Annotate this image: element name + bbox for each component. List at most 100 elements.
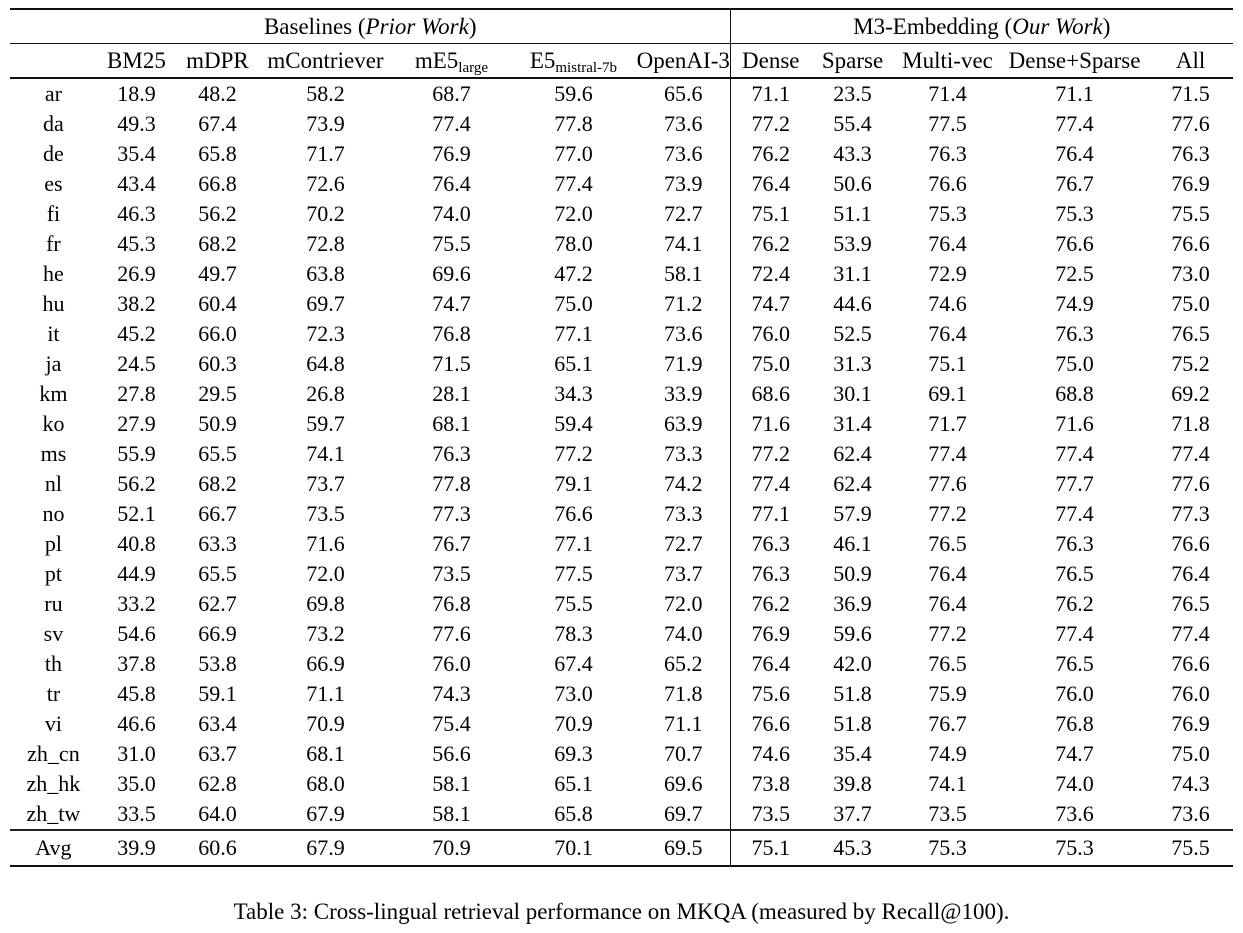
value-cell: 75.0	[751, 351, 791, 376]
value-cell: 76.2	[751, 141, 791, 166]
value-cell: 60.4	[198, 291, 237, 316]
value-cell: 56.6	[432, 741, 471, 766]
table-row: de 35.4 65.8 71.7 76.9 77.0 73.6 76.2 43.3 76.3 76…	[10, 139, 1232, 169]
value-cell: 23.5	[833, 81, 872, 106]
value-cell: 66.0	[198, 321, 237, 346]
lang-cell: hu	[42, 291, 65, 316]
value-cell: 76.4	[928, 591, 967, 616]
value-cell: 63.4	[198, 711, 237, 736]
value-cell: 74.9	[1055, 291, 1094, 316]
table-row: hu 38.2 60.4 69.7 74.7 75.0 71.2 74.7 44.6 74.6 74…	[10, 289, 1232, 319]
value-cell: 69.7	[636, 799, 732, 830]
value-cell: 68.2	[198, 231, 237, 256]
value-cell: 77.4	[928, 441, 967, 466]
column-header-e5: E5mistral-7b	[510, 43, 637, 79]
value-cell: 77.4	[1055, 621, 1094, 646]
value-cell: 51.8	[833, 681, 872, 706]
value-cell: 72.3	[306, 321, 345, 346]
value-cell: 77.4	[1055, 441, 1094, 466]
value-cell: 77.6	[928, 471, 967, 496]
value-cell: 60.3	[198, 351, 237, 376]
lang-cell: th	[44, 651, 62, 676]
table-row: pl 40.8 63.3 71.6 76.7 77.1 72.7 76.3 46.1 76.5 76…	[10, 529, 1232, 559]
value-cell: 66.9	[306, 651, 345, 676]
value-cell: 26.9	[117, 261, 156, 286]
value-cell: 72.4	[751, 261, 791, 286]
column-header-bm25: BM25	[96, 43, 177, 79]
value-cell: 76.5	[928, 531, 967, 556]
value-cell: 65.5	[198, 561, 237, 586]
value-cell: 68.0	[306, 771, 345, 796]
value-cell: 77.4	[432, 111, 471, 136]
value-cell: 71.4	[928, 81, 967, 106]
value-cell: 58.2	[306, 81, 345, 106]
value-cell: 77.2	[751, 441, 791, 466]
value-cell: 76.4	[432, 171, 471, 196]
value-cell: 76.5	[1055, 561, 1094, 586]
value-cell: 72.0	[554, 201, 593, 226]
column-header-dense: Dense	[730, 43, 811, 79]
value-cell: 73.5	[928, 801, 967, 826]
value-cell: 76.8	[432, 321, 471, 346]
baselines-label-prefix: Baselines (	[263, 13, 366, 39]
column-header-all: All	[1148, 43, 1233, 79]
value-cell: 77.4	[1055, 501, 1094, 526]
value-cell: 76.3	[1055, 531, 1094, 556]
value-cell: 78.0	[554, 231, 593, 256]
value-cell: 65.2	[636, 649, 732, 679]
value-cell: 66.7	[198, 501, 237, 526]
value-cell: 65.6	[636, 78, 732, 109]
table-row: sv 54.6 66.9 73.2 77.6 78.3 74.0 76.9 59.6 77.2 77…	[10, 619, 1232, 649]
table-row: ru 33.2 62.7 69.8 76.8 75.5 72.0 76.2 36.9 76.4 76…	[10, 589, 1232, 619]
value-cell: 71.6	[306, 531, 345, 556]
value-cell: 72.9	[928, 261, 967, 286]
value-cell: 58.1	[636, 259, 732, 289]
value-cell: 62.8	[198, 771, 237, 796]
value-cell: 37.8	[117, 651, 156, 676]
value-cell: 76.8	[432, 591, 471, 616]
value-cell: 77.1	[751, 501, 791, 526]
lang-cell: da	[43, 111, 64, 136]
value-cell: 45.3	[117, 231, 156, 256]
value-cell: 74.0	[1055, 771, 1094, 796]
value-cell: 77.8	[432, 471, 471, 496]
value-cell: 75.0	[1171, 741, 1210, 766]
table-caption: Table 3: Cross-lingual retrieval perform…	[233, 899, 1010, 924]
column-header-sparse: Sparse	[810, 43, 895, 79]
value-cell: 76.7	[432, 531, 471, 556]
value-cell: 73.6	[1171, 801, 1210, 826]
value-cell: 35.4	[833, 741, 872, 766]
value-cell: 76.4	[751, 651, 791, 676]
baselines-label-suffix: )	[468, 13, 477, 39]
value-cell: 75.5	[432, 231, 471, 256]
lang-cell: Avg	[10, 829, 97, 867]
lang-cell: es	[44, 171, 63, 196]
table-row: km 27.8 29.5 26.8 28.1 34.3 33.9 68.6 30.1 69.1 68…	[10, 379, 1232, 409]
column-header-dense-sparse: Dense+Sparse	[1000, 43, 1149, 79]
value-cell: 74.9	[928, 741, 967, 766]
value-cell: 45.2	[117, 321, 156, 346]
lang-cell: ja	[45, 351, 62, 376]
value-cell: 36.9	[833, 591, 872, 616]
value-cell: 69.5	[636, 829, 732, 867]
value-cell: 77.4	[554, 171, 593, 196]
value-cell: 71.6	[751, 411, 791, 436]
table-row: ko 27.9 50.9 59.7 68.1 59.4 63.9 71.6 31.4 71.7 71…	[10, 409, 1232, 439]
value-cell: 73.7	[306, 471, 345, 496]
value-cell: 59.6	[833, 621, 872, 646]
value-cell: 64.0	[198, 801, 237, 826]
table-row: th 37.8 53.8 66.9 76.0 67.4 65.2 76.4 42.0 76.5 76…	[10, 649, 1232, 679]
value-cell: 77.0	[554, 141, 593, 166]
table-row: ar 18.9 48.2 58.2 68.7 59.6 65.6 71.1 23.5 71.4 71…	[10, 78, 1232, 109]
value-cell: 26.8	[306, 381, 345, 406]
lang-cell: zh_tw	[26, 801, 81, 826]
value-cell: 71.5	[1171, 81, 1210, 106]
value-cell: 65.1	[554, 771, 593, 796]
value-cell: 75.0	[1171, 291, 1210, 316]
value-cell: 45.8	[117, 681, 156, 706]
lang-cell: vi	[44, 711, 62, 736]
value-cell: 63.7	[198, 741, 237, 766]
value-cell: 77.8	[554, 111, 593, 136]
value-cell: 53.9	[833, 231, 872, 256]
table-row: ja 24.5 60.3 64.8 71.5 65.1 71.9 75.0 31.3 75.1 75…	[10, 349, 1232, 379]
